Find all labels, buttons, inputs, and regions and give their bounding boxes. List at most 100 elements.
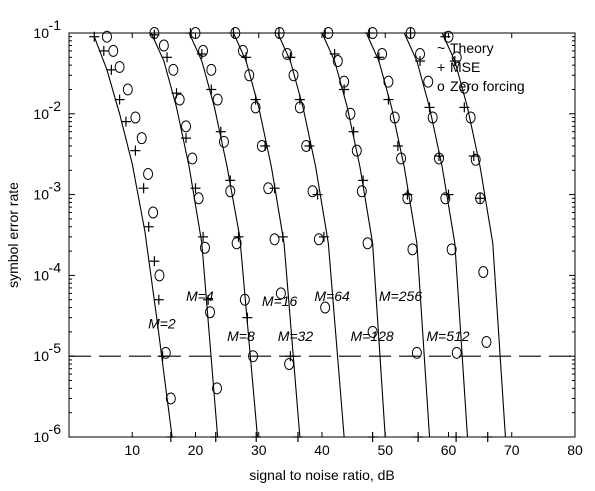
zf-marker bbox=[459, 81, 470, 94]
y-tick-label: 10 bbox=[33, 267, 49, 283]
curve-label-m-4: M=4 bbox=[186, 288, 214, 304]
zf-marker bbox=[465, 111, 476, 124]
y-tick-exponent: -1 bbox=[49, 17, 62, 33]
zf-marker bbox=[244, 69, 255, 82]
zf-marker bbox=[148, 206, 159, 219]
curve-label-m-8: M=8 bbox=[227, 328, 255, 344]
zf-marker bbox=[187, 152, 198, 165]
zf-marker bbox=[158, 39, 169, 52]
zf-marker bbox=[332, 55, 343, 68]
x-tick-label: 70 bbox=[504, 442, 520, 458]
x-tick-label: 10 bbox=[124, 442, 140, 458]
zf-marker bbox=[165, 392, 176, 405]
zf-marker bbox=[174, 93, 185, 106]
zf-marker bbox=[345, 107, 356, 120]
series-m-32 bbox=[273, 27, 345, 438]
zf-marker bbox=[225, 185, 236, 198]
curve-label-m-2: M=2 bbox=[148, 316, 176, 332]
y-tick-label: 10 bbox=[33, 25, 49, 41]
x-tick-label: 20 bbox=[188, 442, 204, 458]
curve-labels: M=2 M=4 M=8 M=16 M=32 M=64 M=128 M=256 M=512 bbox=[148, 288, 470, 344]
zf-marker bbox=[389, 111, 400, 124]
series-m-512 bbox=[440, 30, 506, 442]
zf-marker bbox=[114, 60, 125, 73]
zf-marker bbox=[275, 287, 286, 300]
series-m-8 bbox=[185, 27, 262, 442]
theory-line bbox=[403, 32, 469, 438]
x-tick-label: 80 bbox=[567, 442, 583, 458]
curve-label-m-16: M=16 bbox=[262, 293, 298, 309]
zf-marker bbox=[168, 63, 179, 76]
series-m-16 bbox=[228, 27, 303, 442]
theory-line bbox=[150, 32, 219, 438]
zf-marker bbox=[248, 350, 259, 363]
zf-marker bbox=[130, 111, 141, 124]
zf-marker bbox=[367, 325, 378, 338]
series-m-2 bbox=[89, 30, 176, 442]
zf-marker bbox=[206, 63, 217, 76]
zf-marker bbox=[198, 44, 209, 57]
x-axis-title: signal to noise ratio, dB bbox=[249, 467, 395, 483]
y-tick-exponent: -5 bbox=[49, 340, 62, 356]
zf-marker bbox=[427, 111, 438, 124]
zf-marker bbox=[269, 233, 280, 246]
zf-marker bbox=[478, 266, 489, 279]
curve-label-m-512: M=512 bbox=[426, 328, 469, 344]
zf-marker bbox=[237, 44, 248, 57]
y-tick-label: 10 bbox=[33, 348, 49, 364]
zf-marker bbox=[199, 241, 210, 254]
zf-marker bbox=[320, 301, 331, 314]
series-m-64 bbox=[320, 27, 386, 442]
zf-marker bbox=[282, 47, 293, 60]
theory-line bbox=[321, 32, 386, 438]
zf-marker bbox=[407, 243, 418, 256]
x-tick-label: 50 bbox=[377, 442, 393, 458]
zf-marker bbox=[396, 152, 407, 165]
theory-line bbox=[365, 32, 431, 438]
y-tick-exponent: -3 bbox=[49, 179, 62, 195]
x-tick-label: 30 bbox=[251, 442, 267, 458]
legend-symbol: ~ bbox=[437, 40, 445, 56]
legend: ~ Theory + MSE o Zero forcing bbox=[437, 40, 525, 94]
theory-line bbox=[277, 32, 345, 438]
y-tick-label: 10 bbox=[33, 187, 49, 203]
legend-symbol: o bbox=[437, 78, 445, 94]
zf-marker bbox=[231, 237, 242, 250]
zf-marker bbox=[154, 269, 165, 282]
zf-marker bbox=[440, 192, 451, 205]
curve-label-m-32: M=32 bbox=[278, 328, 314, 344]
y-axis-title: symbol error rate bbox=[5, 182, 21, 288]
zf-marker bbox=[181, 120, 192, 133]
y-tick-exponent: -6 bbox=[49, 421, 62, 437]
curve-label-m-256: M=256 bbox=[379, 288, 422, 304]
zf-marker bbox=[160, 346, 171, 359]
x-tick-label: 60 bbox=[441, 442, 457, 458]
series-m-128 bbox=[364, 27, 431, 442]
zf-marker bbox=[451, 51, 462, 64]
zf-marker bbox=[212, 382, 223, 395]
series-m-4 bbox=[149, 27, 223, 442]
zf-marker bbox=[143, 167, 154, 180]
zf-marker bbox=[101, 30, 112, 43]
zf-marker bbox=[284, 358, 295, 371]
zf-marker bbox=[356, 185, 367, 198]
series-group bbox=[89, 27, 506, 442]
zf-marker bbox=[212, 93, 223, 106]
legend-symbol: + bbox=[437, 59, 445, 75]
zf-marker bbox=[351, 144, 362, 157]
zf-marker bbox=[193, 192, 204, 205]
y-tick-exponent: -4 bbox=[49, 259, 62, 275]
legend-label: Theory bbox=[450, 40, 494, 56]
curve-label-m-64: M=64 bbox=[314, 288, 350, 304]
zf-marker bbox=[470, 153, 481, 166]
zf-marker bbox=[411, 346, 422, 359]
y-tick-exponent: -2 bbox=[49, 98, 62, 114]
zf-marker bbox=[481, 335, 492, 348]
zf-marker bbox=[423, 75, 434, 88]
legend-label: MSE bbox=[450, 59, 480, 75]
zf-marker bbox=[377, 47, 388, 60]
legend-label: Zero forcing bbox=[450, 78, 525, 94]
x-tick-label: 40 bbox=[314, 442, 330, 458]
